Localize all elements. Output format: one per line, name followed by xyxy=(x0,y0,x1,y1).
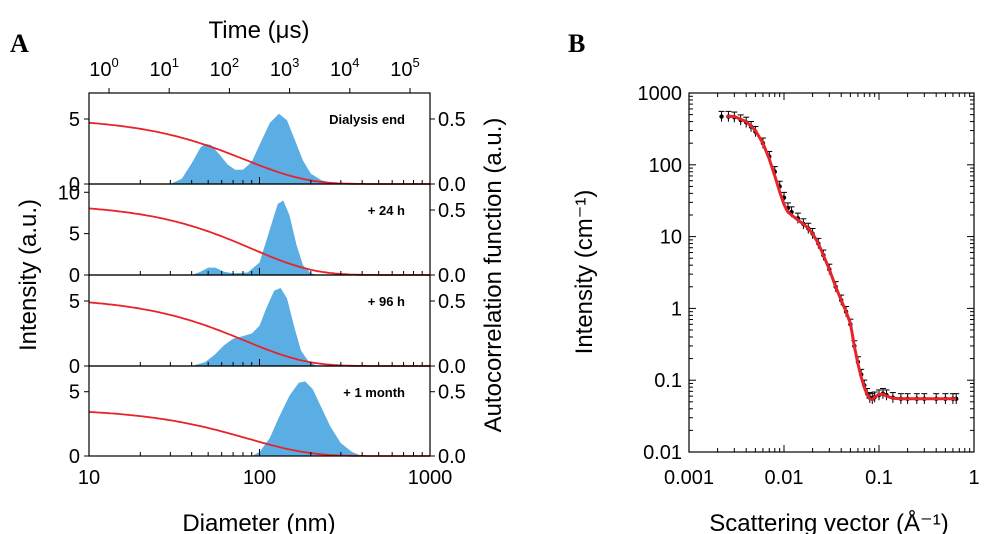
subplot-label: + 96 h xyxy=(368,294,405,309)
y-tick-label: 5 xyxy=(69,224,80,246)
y-tick-label: 0 xyxy=(69,356,80,378)
y-axis-title: Intensity (a.u.) xyxy=(15,199,42,351)
y2-tick-label: 0.0 xyxy=(438,446,466,468)
top-tick-label: 102 xyxy=(210,55,239,81)
y-tick-label: 0.1 xyxy=(654,370,682,392)
subplot-label: Dialysis end xyxy=(329,112,405,127)
y-tick-label: 10 xyxy=(660,227,682,249)
y2-tick-label: 0.5 xyxy=(438,200,466,222)
panel-letter-a: A xyxy=(10,29,29,58)
x-tick-label: 10 xyxy=(78,467,100,489)
size-distribution-area xyxy=(251,381,363,456)
y-tick-label: 0 xyxy=(69,446,80,468)
subplot-4: 0 5 0.0 0.5 + 1 month xyxy=(69,365,466,468)
y2-tick-label: 0.0 xyxy=(438,265,466,287)
y2-tick-label: 0.5 xyxy=(438,291,466,313)
top-tick-label: 101 xyxy=(149,55,178,81)
subplot-3: 0 5 0.0 0.5 + 96 h xyxy=(69,274,466,378)
x-tick-label: 0.01 xyxy=(765,467,804,489)
y2-axis-title: Autocorrelation function (a.u.) xyxy=(480,118,507,433)
y-axis-title: Intensity (cm⁻¹) xyxy=(571,190,598,355)
y-tick-label: 0 xyxy=(69,265,80,287)
y-tick-label: 5 xyxy=(69,382,80,404)
y-tick-label: 1000 xyxy=(638,83,683,105)
x-tick-label: 1 xyxy=(968,467,979,489)
y-tick-label: 1 xyxy=(671,298,682,320)
x-axis-title: Diameter (nm) xyxy=(182,510,335,534)
top-tick-label: 100 xyxy=(89,55,118,81)
top-tick-label: 103 xyxy=(270,55,299,81)
y-tick-label: 5 xyxy=(69,291,80,313)
panel-b-chart: 0.001 0.01 0.1 1 0.01 0.1 1 10 100 1000 Scattering… xyxy=(571,83,980,534)
top-tick-label: 104 xyxy=(330,55,359,81)
x-tick-label: 0.001 xyxy=(664,467,714,489)
subplot-label: + 1 month xyxy=(343,385,405,400)
plot-frame xyxy=(688,92,975,453)
data-point xyxy=(719,114,724,119)
x-tick-label: 100 xyxy=(243,467,276,489)
y-tick-label: 10 xyxy=(58,182,80,204)
fit-line xyxy=(726,114,957,402)
panel-a-chart: 0 5 0.0 0.5 Dialysis end 0 5 10 0.0 0.5 + 24 h 0 5 0.… xyxy=(15,17,507,534)
top-axis-title: Time (μs) xyxy=(209,17,310,44)
subplot-2: 0 5 10 0.0 0.5 + 24 h xyxy=(58,182,466,287)
y-tick-label: 100 xyxy=(649,155,682,177)
top-tick-label: 105 xyxy=(390,55,419,81)
subplot-label: + 24 h xyxy=(368,203,405,218)
subplot-frame xyxy=(88,183,431,276)
x-tick-label: 1000 xyxy=(408,467,453,489)
y-tick-label: 0.01 xyxy=(643,442,682,464)
y2-tick-label: 0.0 xyxy=(438,356,466,378)
y2-tick-label: 0.0 xyxy=(438,174,466,196)
y-tick-label: 0 xyxy=(69,174,80,196)
size-distribution-area xyxy=(170,113,336,184)
panel-letter-b: B xyxy=(568,29,585,58)
x-axis-title: Scattering vector (Å⁻¹) xyxy=(709,509,948,534)
subplot-1: 0 5 0.0 0.5 Dialysis end xyxy=(69,92,466,196)
x-tick-label: 0.1 xyxy=(865,467,893,489)
y2-tick-label: 0.5 xyxy=(438,382,466,404)
size-distribution-area xyxy=(191,288,318,366)
y-tick-label: 5 xyxy=(69,109,80,131)
size-distribution-area xyxy=(191,200,318,275)
y2-tick-label: 0.5 xyxy=(438,109,466,131)
